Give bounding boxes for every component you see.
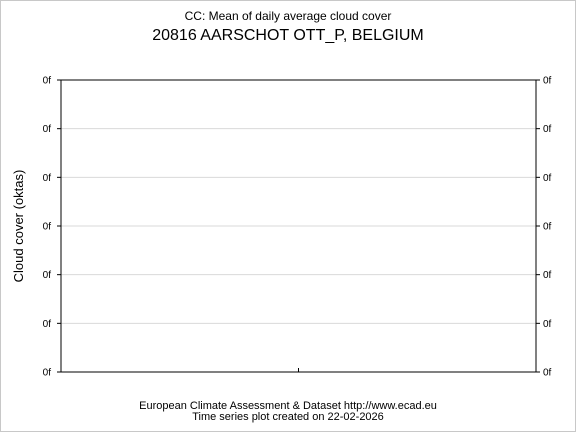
chart-subtitle: 20816 AARSCHOT OTT_P, BELGIUM <box>152 27 424 44</box>
y-tick-label-right: 0f <box>543 368 552 379</box>
chart-title: CC: Mean of daily average cloud cover <box>184 9 392 23</box>
y-tick-label-left: 0f <box>43 173 52 184</box>
y-tick-label-left: 0f <box>43 270 52 281</box>
y-tick-label-right: 0f <box>543 76 552 87</box>
y-tick-label-right: 0f <box>543 222 552 233</box>
y-tick-label-left: 0f <box>43 222 52 233</box>
y-tick-label-right: 0f <box>543 270 552 281</box>
footer-source: European Climate Assessment & Dataset ht… <box>139 400 437 412</box>
grid-lines <box>61 128 536 324</box>
y-tick-label-left: 0f <box>43 124 52 135</box>
y-tick-label-left: 0f <box>43 368 52 379</box>
y-tick-label-right: 0f <box>543 173 552 184</box>
y-tick-label-right: 0f <box>543 319 552 330</box>
y-tick-label-left: 0f <box>43 319 52 330</box>
y-tick-label-right: 0f <box>543 124 552 135</box>
y-axis-label: Cloud cover (oktas) <box>11 170 26 283</box>
y-tick-label-left: 0f <box>43 76 52 87</box>
axis-ticks <box>57 79 540 373</box>
footer-created: Time series plot created on 22-02-2026 <box>192 411 384 423</box>
tick-labels: 0f 0f 0f 0f 0f 0f 0f 0f 0f 0f 0f 0f 0f 0f <box>43 76 552 379</box>
